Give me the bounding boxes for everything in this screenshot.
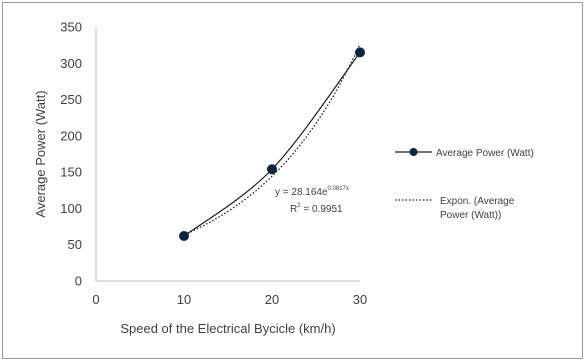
trendline-exponential — [183, 43, 361, 236]
x-tick-labels: 0 10 20 30 — [92, 292, 367, 307]
y-tick-label: 100 — [60, 201, 82, 216]
data-point — [355, 47, 365, 58]
y-tick-label: 350 — [60, 20, 82, 35]
x-tick-label: 20 — [265, 292, 279, 307]
legend-label-expon: Expon. (Average Power (Watt)) — [440, 196, 517, 221]
r2-prefix: R — [290, 204, 297, 215]
trendline-equation: y = 28.164e0.0817x — [275, 186, 349, 198]
r-squared-label: R2 = 0.9951 — [290, 203, 343, 215]
legend-marker — [409, 148, 418, 156]
y-tick-label: 250 — [60, 92, 82, 107]
y-tick-label: 200 — [60, 128, 82, 143]
axes — [95, 27, 360, 282]
x-axis-title: Speed of the Electrical Bycicle (km/h) — [120, 321, 335, 336]
legend-item-average-power: Average Power (Watt) — [395, 148, 534, 159]
x-tick-label: 30 — [353, 292, 367, 307]
equation-main: y = 28.164e — [275, 187, 328, 198]
y-tick-label: 150 — [60, 165, 82, 180]
x-tick-label: 10 — [177, 292, 191, 307]
legend-label-average-power: Average Power (Watt) — [436, 148, 534, 159]
legend: Average Power (Watt) Expon. (Average Pow… — [395, 148, 534, 221]
chart-frame — [2, 2, 583, 359]
equation-exponent: 0.0817x — [328, 186, 349, 192]
legend-label-expon-line2: Power (Watt)) — [440, 210, 501, 221]
r2-superscript: 2 — [297, 203, 301, 209]
legend-label-expon-line1: Expon. (Average — [440, 196, 515, 207]
data-point — [267, 164, 277, 175]
y-tick-label: 300 — [60, 56, 82, 71]
x-tick-label: 0 — [92, 292, 99, 307]
y-tick-labels: 0 50 100 150 200 250 300 350 — [60, 20, 82, 289]
legend-item-expon-trendline: Expon. (Average Power (Watt)) — [395, 196, 517, 221]
y-tick-label: 50 — [68, 237, 82, 252]
y-tick-label: 0 — [75, 274, 82, 289]
y-axis-title: Average Power (Watt) — [33, 90, 48, 217]
r2-value: = 0.9951 — [301, 204, 343, 215]
data-points — [179, 47, 365, 242]
data-point — [179, 231, 189, 242]
